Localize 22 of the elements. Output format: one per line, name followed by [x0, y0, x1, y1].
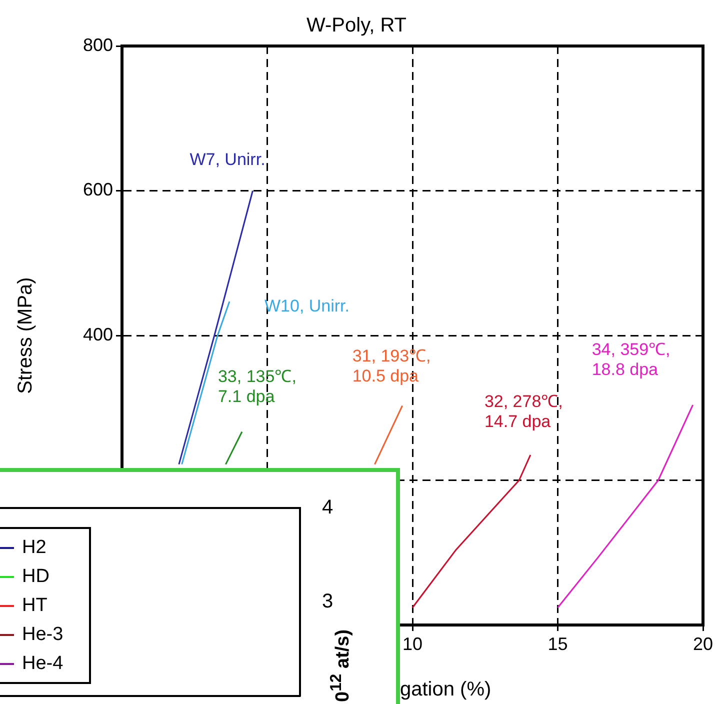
- text: 33, 135℃, 7.1 dpa: [218, 366, 296, 406]
- x-tick-label: 20: [692, 634, 714, 654]
- series-label: W7, Unirr.: [190, 150, 266, 169]
- legend-label: H2: [22, 536, 46, 558]
- y-tick-label: 400: [82, 324, 113, 344]
- y-tick-label: 800: [82, 34, 113, 55]
- y-tick-label: 600: [82, 180, 113, 200]
- text: 31, 193℃, 10.5 dpa: [352, 346, 431, 386]
- legend-label: HD: [22, 566, 50, 588]
- legend-label: He-3: [22, 624, 64, 646]
- text: 32, 278℃, 14.7 dpa: [484, 392, 563, 431]
- text: 34, 359℃, 18.8 dpa: [592, 340, 670, 379]
- x-axis-title: gation (%): [400, 678, 492, 701]
- legend-label: HT: [22, 594, 48, 616]
- x-tick-label: 15: [548, 634, 568, 654]
- y-axis-title: Stress (MPa): [14, 277, 37, 394]
- y-tick-label: 3: [322, 590, 334, 613]
- chart-title: W-Poly, RT: [306, 14, 407, 37]
- text: W10, Unirr.: [264, 296, 350, 316]
- y-tick-label: 4: [322, 496, 334, 519]
- legend-label: He-4: [22, 652, 64, 674]
- x-tick-label: 10: [402, 634, 423, 654]
